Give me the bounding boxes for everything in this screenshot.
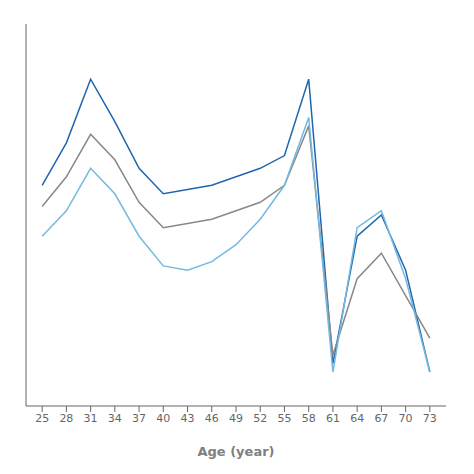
- svg-text:37: 37: [132, 412, 146, 425]
- svg-text:73: 73: [423, 412, 437, 425]
- svg-text:25: 25: [35, 412, 49, 425]
- svg-text:52: 52: [253, 412, 267, 425]
- svg-text:28: 28: [59, 412, 73, 425]
- svg-text:49: 49: [229, 412, 243, 425]
- svg-text:31: 31: [84, 412, 98, 425]
- svg-text:Age (year): Age (year): [197, 444, 274, 459]
- svg-text:58: 58: [302, 412, 316, 425]
- svg-text:55: 55: [277, 412, 291, 425]
- svg-text:46: 46: [205, 412, 219, 425]
- svg-text:70: 70: [399, 412, 413, 425]
- svg-text:64: 64: [350, 412, 364, 425]
- svg-text:61: 61: [326, 412, 340, 425]
- svg-text:43: 43: [181, 412, 195, 425]
- svg-text:67: 67: [374, 412, 388, 425]
- svg-text:34: 34: [108, 412, 122, 425]
- svg-text:40: 40: [156, 412, 170, 425]
